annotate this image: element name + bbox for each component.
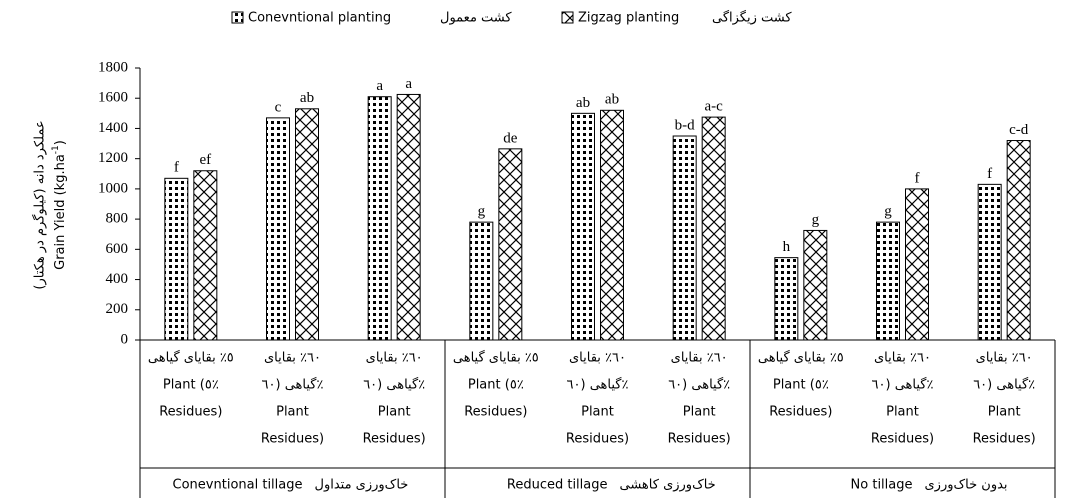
y-tick-label: 200: [106, 301, 129, 317]
bar-letter: f: [174, 160, 179, 176]
bar-letter: a: [405, 76, 412, 92]
bar: [498, 148, 523, 341]
bar-letter: c: [275, 99, 282, 115]
x-tick-label: Plant: [378, 405, 411, 420]
x-tick-label: ٦٠٪ بقایای: [874, 351, 931, 366]
x-tick-label: ٥٪ بقایای گیاهی: [758, 350, 844, 366]
bar: [164, 177, 189, 341]
bar: [977, 183, 1002, 341]
y-label-end: ): [53, 140, 68, 145]
x-tick-label: گیاهی (٦٠٪: [973, 377, 1035, 393]
bar: [295, 108, 319, 341]
bar: [876, 221, 900, 341]
x-tick-label: Residues): [668, 432, 731, 447]
y-tick-label: 1000: [98, 180, 128, 196]
bar: [905, 188, 929, 341]
bar: [1006, 140, 1031, 341]
group-label-fa: خاک‌ورزی کاهشی: [620, 478, 716, 493]
group-label-fa: بدون خاک‌ورزی: [925, 478, 1008, 493]
x-tick-label: Residues): [769, 405, 832, 420]
x-tick-label: ٦٠٪ بقایای: [366, 351, 423, 366]
y-tick-label: 1200: [98, 150, 128, 166]
legend-label-fa: کشت معمول: [440, 11, 512, 26]
y-label-en: Grain Yield (kg.ha-1): [51, 140, 68, 270]
bar-letter: f: [915, 170, 920, 186]
x-tick-label: Plant: [581, 405, 614, 420]
y-tick-label: 800: [106, 211, 129, 227]
bar: [469, 221, 494, 341]
legend-label-fa: کشت زیگزاگی: [712, 10, 792, 26]
bar-letter: f: [987, 166, 992, 182]
x-tick-label: Plant: [988, 405, 1021, 420]
bar: [600, 109, 624, 341]
x-tick-label: Plant (٥٪: [468, 378, 524, 393]
bar: [571, 112, 595, 341]
bar-letter: h: [783, 239, 791, 255]
bar: [266, 117, 290, 341]
bar-letter: ab: [576, 95, 590, 111]
bar-letter: c-d: [1009, 122, 1029, 138]
x-tick-label: Residues): [261, 432, 324, 447]
bar: [672, 135, 697, 341]
y-tick-label: 1400: [98, 120, 128, 136]
bar-letter: g: [884, 204, 892, 220]
x-tick-label: ٦٠٪ بقایای: [264, 351, 321, 366]
y-tick-label: 1600: [98, 90, 128, 106]
y-label-sup: -1: [51, 145, 61, 154]
group-label: Conevntional tillage: [173, 478, 303, 493]
y-tick-label: 600: [106, 241, 129, 257]
bar-letter: a-c: [705, 99, 724, 115]
bar-letter: ef: [200, 152, 212, 168]
bar-letter: de: [503, 130, 518, 146]
y-tick-label: 0: [121, 331, 129, 347]
y-label-fa: عملکرد دانه (کیلوگرم در هکتار): [32, 120, 48, 289]
x-tick-label: Residues): [363, 432, 426, 447]
bar: [701, 116, 726, 341]
x-tick-label: Plant: [683, 405, 716, 420]
bar-letter: a: [376, 78, 383, 94]
x-tick-label: ٥٪ بقایای گیاهی: [453, 350, 539, 366]
bar-letter: g: [478, 204, 486, 220]
bar-letter: g: [812, 212, 820, 228]
bar-letter: ab: [300, 90, 314, 106]
y-tick-label: 1800: [98, 59, 128, 75]
x-tick-label: Residues): [973, 432, 1036, 447]
bar: [774, 257, 799, 341]
x-tick-label: Plant: [886, 405, 919, 420]
group-label: No tillage: [851, 478, 913, 493]
x-tick-label: ٥٪ بقایای گیاهی: [148, 350, 234, 366]
x-tick-label: Plant (٥٪: [773, 378, 829, 393]
bar: [367, 96, 392, 341]
x-tick-label: Residues): [871, 432, 934, 447]
bar: [803, 229, 828, 341]
x-tick-label: گیاهی (٦٠٪: [872, 377, 934, 393]
group-label: Reduced tillage: [507, 478, 608, 493]
x-tick-label: Residues): [159, 405, 222, 420]
legend-swatch: [561, 11, 574, 24]
bar-letter: ab: [605, 92, 619, 108]
x-tick-label: گیاهی (٦٠٪: [262, 377, 324, 393]
bar: [193, 170, 218, 341]
x-tick-label: Residues): [566, 432, 629, 447]
x-tick-label: ٦٠٪ بقایای: [569, 351, 626, 366]
x-tick-label: گیاهی (٦٠٪: [363, 377, 425, 393]
x-tick-label: گیاهی (٦٠٪: [668, 377, 730, 393]
bar-letter: b-d: [675, 117, 695, 133]
legend-label: Zigzag planting: [578, 11, 679, 26]
x-tick-label: Plant (٥٪: [163, 378, 219, 393]
y-tick-label: 400: [106, 271, 129, 287]
group-label-fa: خاک‌ورزی متداول: [315, 478, 409, 493]
x-tick-label: Plant: [276, 405, 309, 420]
bar: [396, 93, 421, 341]
y-label-main: Grain Yield (kg.ha: [53, 154, 68, 270]
legend-label: Conevntional planting: [248, 11, 391, 26]
legend-swatch: [231, 11, 244, 24]
x-tick-label: ٦٠٪ بقایای: [671, 351, 728, 366]
x-tick-label: گیاهی (٦٠٪: [567, 377, 629, 393]
x-tick-label: ٦٠٪ بقایای: [976, 351, 1033, 366]
x-tick-label: Residues): [464, 405, 527, 420]
